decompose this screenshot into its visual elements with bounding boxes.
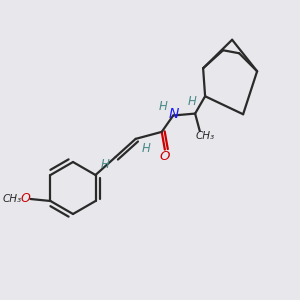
Text: CH₃: CH₃ xyxy=(195,131,214,141)
Text: H: H xyxy=(188,95,197,108)
Text: O: O xyxy=(20,193,30,206)
Text: H: H xyxy=(101,158,110,171)
Text: N: N xyxy=(169,107,179,122)
Text: O: O xyxy=(160,150,170,163)
Text: H: H xyxy=(159,100,168,113)
Text: CH₃: CH₃ xyxy=(3,194,22,204)
Text: H: H xyxy=(141,142,150,155)
